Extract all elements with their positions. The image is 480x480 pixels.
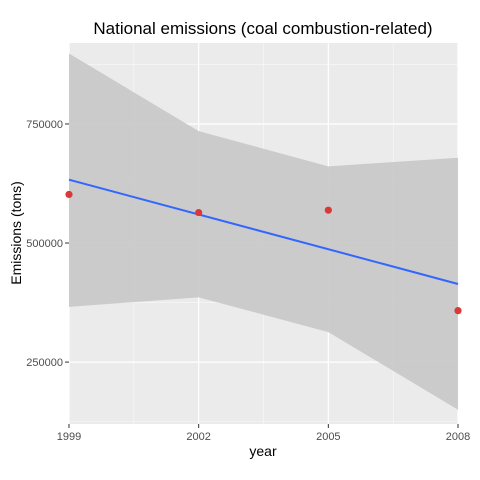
data-point	[324, 206, 332, 214]
x-axis-title: year	[249, 443, 277, 459]
x-tick-label: 2005	[316, 431, 340, 443]
x-tick-label: 1999	[57, 431, 81, 443]
data-point	[195, 208, 203, 217]
y-tick-label: 500000	[26, 238, 63, 250]
data-points-layer	[65, 190, 462, 315]
trend-line-layer	[68, 178, 459, 285]
x-tick-label: 2002	[186, 431, 210, 443]
data-point	[65, 190, 73, 199]
x-tick-label: 2008	[446, 431, 470, 443]
y-axis-title: Emissions (tons)	[8, 181, 24, 284]
trend-line	[68, 178, 459, 285]
y-tick-label: 250000	[26, 357, 63, 369]
y-tick-label: 750000	[26, 119, 63, 131]
y-axis-ticks: 250000 500000 750000	[26, 119, 69, 369]
chart-title: National emissions (coal combustion-rela…	[93, 19, 432, 38]
x-axis-ticks: 1999 2002 2005 2008	[57, 424, 470, 443]
data-point	[454, 307, 462, 315]
